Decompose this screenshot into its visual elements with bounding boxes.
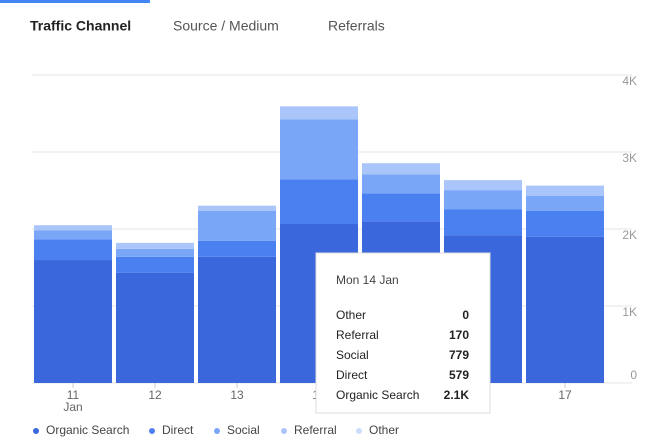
bar-segment bbox=[526, 236, 604, 383]
tooltip-value: 170 bbox=[449, 328, 469, 342]
bar-segment bbox=[116, 256, 194, 273]
bar-segment bbox=[444, 190, 522, 210]
bar-segment bbox=[280, 179, 358, 224]
tooltip-box bbox=[315, 252, 491, 414]
legend-item[interactable]: Social bbox=[214, 423, 260, 437]
tooltip-series: Social bbox=[336, 348, 369, 362]
x-tick-label: 17 bbox=[558, 388, 572, 402]
legend-label: Referral bbox=[294, 423, 337, 437]
legend-label: Direct bbox=[162, 423, 194, 437]
bar-segment bbox=[362, 193, 440, 222]
bar-segment bbox=[362, 163, 440, 175]
bar-segment bbox=[34, 225, 112, 231]
bar-segment bbox=[116, 248, 194, 257]
tooltip-series: Organic Search bbox=[336, 388, 419, 402]
legend-marker bbox=[356, 428, 362, 434]
bar-segment bbox=[526, 210, 604, 237]
tooltip-value: 2.1K bbox=[444, 388, 470, 402]
bar-segment bbox=[444, 180, 522, 191]
bar-segment bbox=[34, 260, 112, 383]
bar-segment bbox=[526, 185, 604, 196]
legend-marker bbox=[149, 428, 155, 434]
bar-segment bbox=[198, 256, 276, 383]
bar-segment bbox=[526, 195, 604, 211]
legend-label: Social bbox=[227, 423, 260, 437]
legend-item[interactable]: Referral bbox=[281, 423, 337, 437]
x-tick-label: 12 bbox=[148, 388, 162, 402]
active-tab-indicator bbox=[0, 0, 150, 3]
y-tick-label: 4K bbox=[622, 74, 637, 88]
legend-marker bbox=[281, 428, 287, 434]
bar-segment bbox=[198, 210, 276, 241]
tooltip-series: Other bbox=[336, 308, 366, 322]
bar-segment bbox=[116, 242, 194, 249]
tooltip-title: Mon 14 Jan bbox=[336, 273, 399, 287]
x-tick-label: 13 bbox=[230, 388, 244, 402]
tooltip-value: 779 bbox=[449, 348, 469, 362]
legend-item[interactable]: Direct bbox=[149, 423, 194, 437]
bar-segment bbox=[116, 272, 194, 383]
tooltip-series: Direct bbox=[336, 368, 368, 382]
bar-segment bbox=[280, 106, 358, 120]
x-tick-label: 11 bbox=[67, 388, 80, 402]
bar-segment bbox=[198, 205, 276, 211]
tooltip-value: 579 bbox=[449, 368, 469, 382]
tooltip-value: 0 bbox=[462, 308, 469, 322]
legend-marker bbox=[33, 428, 39, 434]
bar-segment bbox=[280, 119, 358, 180]
bar-segment bbox=[34, 230, 112, 240]
y-tick-label: 2K bbox=[622, 228, 637, 242]
legend-marker bbox=[214, 428, 220, 434]
bar-segment bbox=[362, 174, 440, 194]
tooltip-series: Referral bbox=[336, 328, 379, 342]
bar-segment bbox=[34, 239, 112, 261]
tab[interactable]: Referrals bbox=[328, 18, 385, 34]
y-tick-label: 1K bbox=[622, 305, 637, 319]
legend-label: Organic Search bbox=[46, 423, 129, 437]
tab[interactable]: Source / Medium bbox=[173, 18, 279, 34]
bar-segment bbox=[198, 240, 276, 257]
legend-item[interactable]: Organic Search bbox=[33, 423, 129, 437]
legend-item[interactable]: Other bbox=[356, 423, 399, 437]
y-tick-label: 3K bbox=[622, 151, 637, 165]
bar-segment bbox=[444, 209, 522, 236]
legend-label: Other bbox=[369, 423, 399, 437]
x-sublabel: Jan bbox=[63, 400, 82, 414]
tab[interactable]: Traffic Channel bbox=[30, 18, 131, 34]
y-tick-label: 0 bbox=[630, 368, 637, 382]
